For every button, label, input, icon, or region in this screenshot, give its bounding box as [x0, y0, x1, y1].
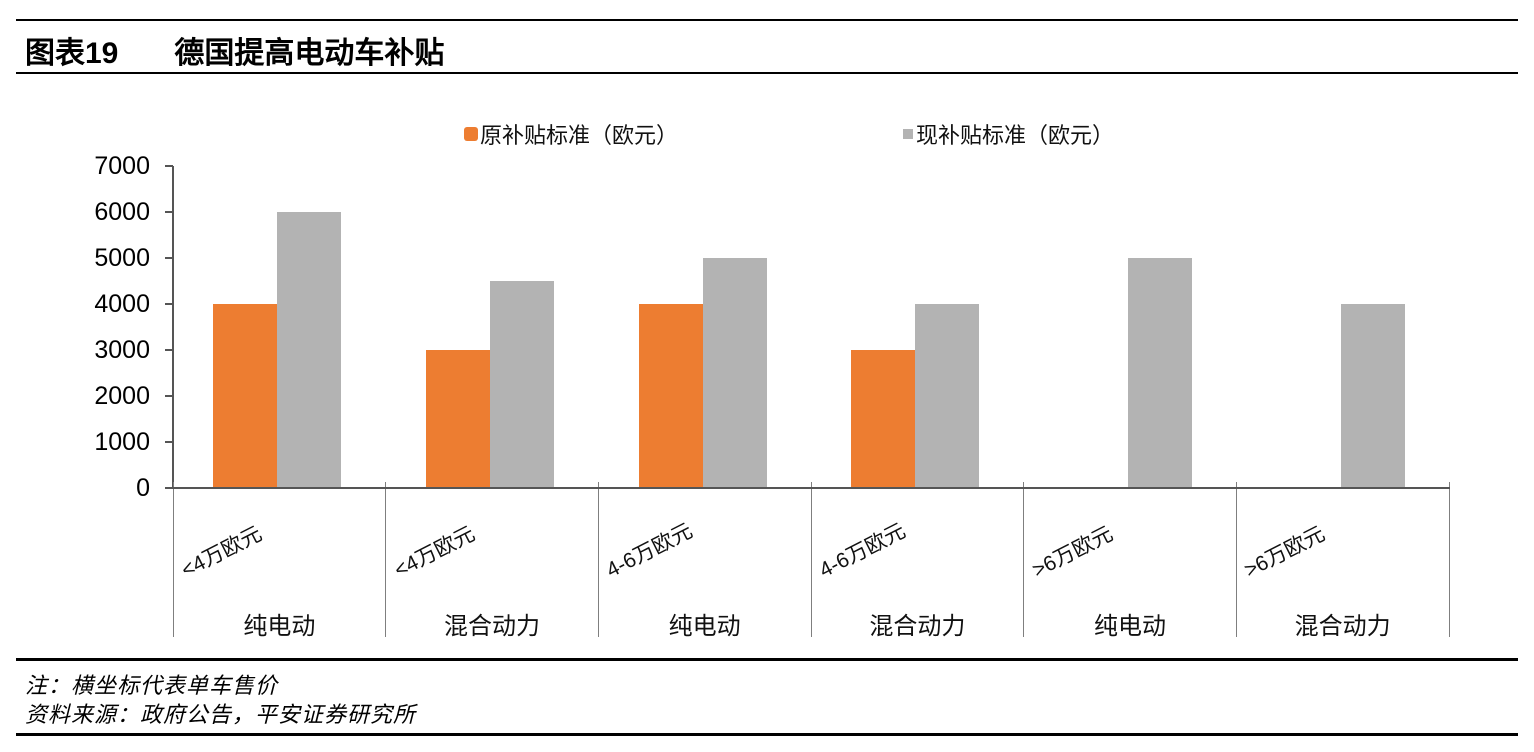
legend-swatch-orange-icon — [464, 127, 478, 141]
category-divider-line — [1235, 482, 1237, 637]
x-axis-category-label: 混合动力 — [443, 613, 540, 640]
title-underline-rule — [16, 72, 1518, 74]
legend-swatch-gray-icon — [903, 129, 913, 139]
bar-current-subsidy — [490, 281, 554, 488]
x-axis-price-label: >6万欧元 — [1240, 522, 1329, 583]
y-axis-tick-mark — [165, 395, 173, 397]
chart-source: 资料来源：政府公告，平安证券研究所 — [25, 702, 417, 727]
bar-original-subsidy — [638, 304, 703, 488]
y-axis-tick-label: 2000 — [94, 382, 150, 410]
top-rule — [16, 19, 1518, 21]
figure-title-row: 图表19 德国提高电动车补贴 — [25, 28, 444, 72]
bar-original-subsidy — [426, 350, 490, 488]
bar-original-subsidy — [851, 350, 916, 488]
legend-item-current-subsidy: 现补贴标准（欧元） — [903, 118, 1114, 150]
bar-current-subsidy — [1128, 258, 1192, 488]
category-divider-line — [810, 482, 812, 637]
footer-top-rule — [16, 658, 1518, 661]
y-axis-tick-mark — [165, 257, 173, 259]
x-axis-category-label: 混合动力 — [869, 613, 966, 640]
y-axis-tick-mark — [165, 441, 173, 443]
x-axis-category-label: 混合动力 — [1294, 613, 1391, 640]
y-axis-line — [172, 166, 174, 488]
category-divider-line — [1448, 482, 1450, 637]
y-axis-tick-mark — [165, 487, 173, 489]
category-divider-line — [597, 482, 599, 637]
y-axis-tick-mark — [165, 165, 173, 167]
y-axis-tick-label: 3000 — [94, 336, 150, 364]
bar-original-subsidy — [213, 304, 278, 488]
bottom-rule — [16, 733, 1518, 736]
bar-current-subsidy — [915, 304, 980, 488]
y-axis-tick-label: 7000 — [94, 152, 150, 180]
category-divider-line — [385, 482, 387, 637]
legend-label: 现补贴标准（欧元） — [916, 123, 1115, 148]
x-axis-category-label: 纯电动 — [243, 613, 316, 640]
y-axis-tick-label: 1000 — [94, 428, 150, 456]
legend-label: 原补贴标准（欧元） — [480, 123, 679, 148]
chart-note: 注：横坐标代表单车售价 — [25, 673, 279, 698]
y-axis-tick-mark — [165, 211, 173, 213]
figure-title: 德国提高电动车补贴 — [174, 37, 445, 70]
x-axis-price-label: >6万欧元 — [1028, 522, 1117, 583]
figure-label: 图表19 — [25, 37, 119, 70]
x-axis-price-label: 4-6万欧元 — [602, 519, 697, 583]
x-axis-price-label: <4万欧元 — [177, 522, 266, 583]
bar-current-subsidy — [277, 212, 342, 488]
y-axis-tick-label: 5000 — [94, 244, 150, 272]
x-axis-price-label: 4-6万欧元 — [815, 519, 910, 583]
y-axis-tick-label: 6000 — [94, 198, 150, 226]
x-axis-price-label: <4万欧元 — [390, 522, 479, 583]
y-axis-tick-label: 0 — [136, 474, 150, 502]
x-axis-line — [172, 487, 1450, 489]
category-divider-line — [1023, 482, 1025, 637]
x-axis-category-label: 纯电动 — [1093, 613, 1166, 640]
legend-item-original-subsidy: 原补贴标准（欧元） — [464, 118, 678, 150]
y-axis-tick-mark — [165, 349, 173, 351]
y-axis-tick-label: 4000 — [94, 290, 150, 318]
bar-current-subsidy — [1340, 304, 1405, 488]
y-axis-tick-mark — [165, 303, 173, 305]
bar-current-subsidy — [702, 258, 767, 488]
category-divider-line — [172, 482, 174, 637]
x-axis-category-label: 纯电动 — [668, 613, 741, 640]
